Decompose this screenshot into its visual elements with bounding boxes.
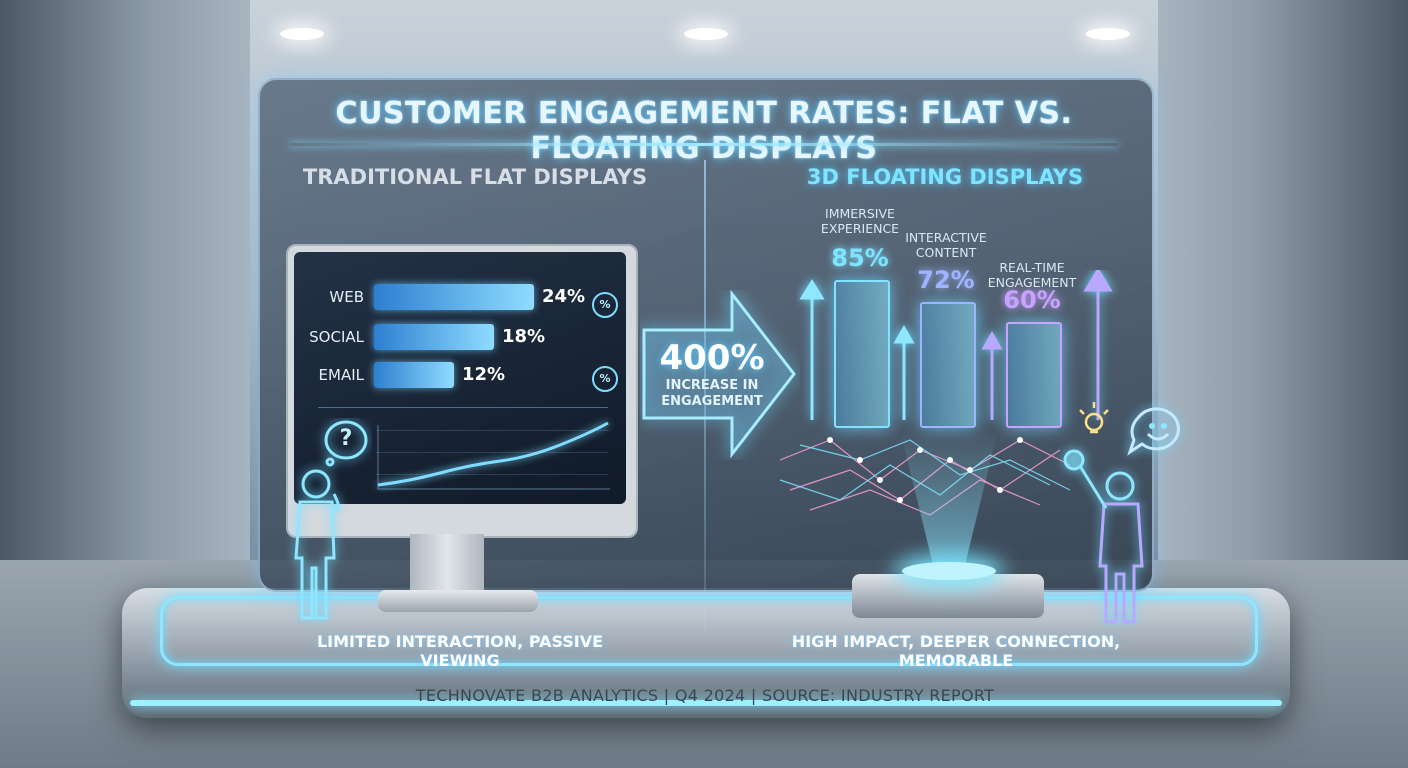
monitor-stand-base: [378, 590, 538, 612]
left-caption: LIMITED INTERACTION, PASSIVE VIEWING: [316, 632, 604, 670]
increase-arrow-icon: [642, 290, 796, 459]
column-2: [1006, 322, 1062, 428]
increase-text: INCREASE IN ENGAGEMENT: [648, 378, 776, 410]
title-underline: [290, 143, 1118, 146]
trend-line-chart: [377, 421, 610, 490]
chart-title: CUSTOMER ENGAGEMENT RATES: FLAT VS. FLOA…: [335, 96, 1073, 166]
ceiling-light: [1086, 28, 1130, 40]
column-label-0: IMMERSIVE EXPERIENCE: [798, 206, 922, 236]
gridline: [376, 474, 608, 475]
increase-text-line2: ENGAGEMENT: [661, 394, 763, 409]
ceiling-light: [684, 28, 728, 40]
gridline: [376, 452, 608, 453]
bar-value-web: 24%: [542, 286, 586, 307]
right-caption: HIGH IMPACT, DEEPER CONNECTION, MEMORABL…: [791, 632, 1121, 670]
column-label-line: REAL-TIME: [999, 260, 1065, 275]
column-value-2: 60%: [1003, 286, 1061, 314]
ceiling-light: [280, 28, 324, 40]
question-mark-icon: ?: [339, 426, 353, 451]
column-value-0: 85%: [831, 243, 889, 272]
column-label-line: CONTENT: [915, 245, 977, 260]
right-subtitle: 3D FLOATING DISPLAYS: [806, 165, 1084, 189]
bar-label-social: SOCIAL: [309, 328, 364, 346]
monitor-stand: [410, 534, 484, 598]
upward-arrows-icon: [799, 270, 1113, 420]
increase-text-line1: INCREASE IN: [665, 378, 759, 393]
left-subtitle: TRADITIONAL FLAT DISPLAYS: [302, 165, 648, 189]
bar-email: [374, 362, 454, 388]
section-divider: [704, 160, 706, 630]
platform-glow-frame: [160, 596, 1258, 666]
column-1: [920, 301, 976, 428]
bar-web: [374, 284, 534, 310]
screen-separator: [318, 407, 608, 408]
hologram-pedestal: [852, 574, 1044, 618]
footer-source: TECHNOVATE B2B ANALYTICS | Q4 2024 | SOU…: [415, 686, 995, 705]
column-label-line: IMMERSIVE: [825, 206, 895, 221]
platform-glow-edge: [130, 700, 1282, 706]
happy-person-icon: [1063, 402, 1180, 624]
bar-social: [374, 324, 494, 350]
bar-label-web: WEB: [329, 288, 364, 306]
column-label-line: INTERACTIVE: [905, 230, 987, 245]
bar-label-email: EMAIL: [318, 366, 364, 384]
column-0: [834, 279, 890, 428]
bar-value-social: 18%: [502, 326, 546, 347]
hologram-emitter: [902, 562, 996, 580]
column-label-line: EXPERIENCE: [820, 221, 900, 236]
column-label-line: ENGAGEMENT: [987, 275, 1077, 290]
column-value-1: 72%: [917, 265, 975, 294]
percent-badge-icon: %: [592, 292, 618, 318]
column-label-2: REAL-TIME ENGAGEMENT: [970, 260, 1094, 290]
confused-person-icon: [294, 420, 368, 620]
increase-value: 400%: [659, 338, 765, 378]
column-label-1: INTERACTIVE CONTENT: [884, 230, 1008, 260]
bar-value-email: 12%: [462, 364, 506, 385]
percent-badge-icon: %: [592, 366, 618, 392]
gridline: [376, 430, 608, 431]
